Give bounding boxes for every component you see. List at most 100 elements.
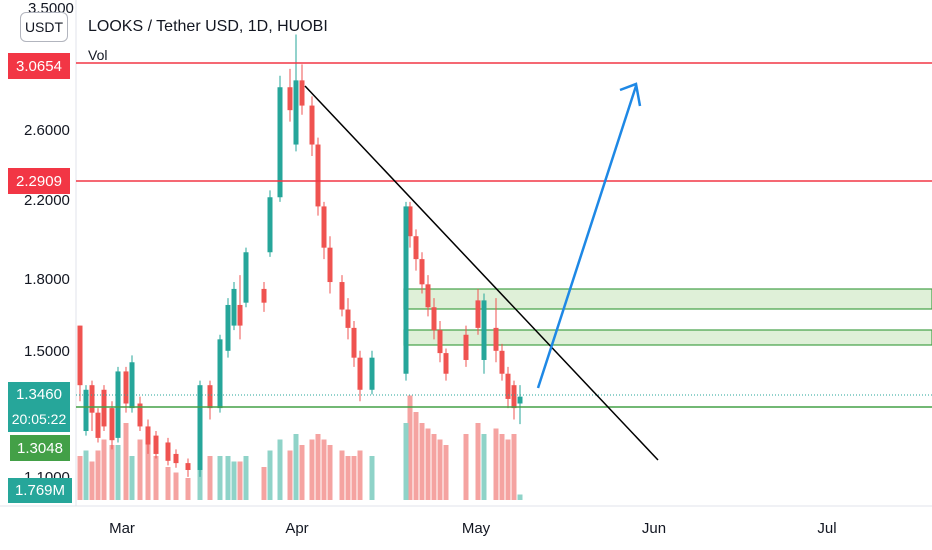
down-volume-bar xyxy=(407,395,413,500)
down-volume-bar xyxy=(315,434,321,500)
down-candle[interactable] xyxy=(425,284,431,308)
down-candle[interactable] xyxy=(153,435,159,454)
price-tick: 1.5000 xyxy=(24,343,70,360)
down-candle[interactable] xyxy=(345,309,351,328)
down-volume-bar xyxy=(89,461,95,500)
down-candle[interactable] xyxy=(419,259,425,285)
up-candle[interactable] xyxy=(231,288,237,326)
down-volume-bar xyxy=(145,445,151,500)
up-candle[interactable] xyxy=(83,389,89,432)
down-candle[interactable] xyxy=(137,403,143,427)
down-candle[interactable] xyxy=(95,412,101,438)
down-candle[interactable] xyxy=(145,426,151,445)
down-volume-bar xyxy=(431,434,437,500)
price-tick: 2.6000 xyxy=(24,122,70,139)
time-label: Jun xyxy=(642,520,666,537)
down-candle[interactable] xyxy=(475,300,481,328)
candlesticks xyxy=(77,34,523,477)
up-volume-bar xyxy=(225,456,231,500)
up-volume-bar xyxy=(517,494,523,500)
down-volume-bar xyxy=(261,467,267,500)
down-candle[interactable] xyxy=(431,307,437,331)
down-candle[interactable] xyxy=(309,105,315,145)
down-candle[interactable] xyxy=(351,327,357,358)
price-tag-volume: 1.769M xyxy=(8,478,72,503)
up-candle[interactable] xyxy=(481,300,487,360)
up-candle[interactable] xyxy=(517,396,523,404)
down-candle[interactable] xyxy=(101,389,107,427)
down-candle[interactable] xyxy=(499,350,505,374)
time-label: Mar xyxy=(109,520,135,537)
down-candle[interactable] xyxy=(261,288,267,303)
up-volume-bar xyxy=(403,423,409,500)
down-volume-bar xyxy=(287,450,293,500)
up-candle[interactable] xyxy=(217,339,223,409)
down-volume-bar xyxy=(185,478,191,500)
down-candle[interactable] xyxy=(315,144,321,207)
down-candle[interactable] xyxy=(109,408,115,441)
down-candle[interactable] xyxy=(321,206,327,248)
up-candle[interactable] xyxy=(197,385,203,470)
down-candle[interactable] xyxy=(299,80,305,106)
up-candle[interactable] xyxy=(225,304,231,351)
down-volume-bar xyxy=(425,428,431,500)
down-candle[interactable] xyxy=(237,304,243,326)
down-candle[interactable] xyxy=(287,87,293,111)
price-tag-last: 1.3460 xyxy=(8,382,70,406)
down-candle[interactable] xyxy=(173,453,179,464)
down-candle[interactable] xyxy=(505,373,511,399)
down-volume-bar xyxy=(173,472,179,500)
currency-button[interactable]: USDT xyxy=(20,12,68,42)
down-candle[interactable] xyxy=(339,282,345,310)
down-candle[interactable] xyxy=(357,357,363,390)
down-candle[interactable] xyxy=(437,330,443,354)
up-volume-bar xyxy=(243,456,249,500)
down-candle[interactable] xyxy=(413,236,419,260)
down-candle[interactable] xyxy=(185,463,191,470)
down-volume-bar xyxy=(419,423,425,500)
down-volume-bar xyxy=(339,450,345,500)
down-candle[interactable] xyxy=(443,353,449,374)
down-volume-bar xyxy=(101,439,107,500)
arrow-head-icon xyxy=(619,82,642,107)
up-candle[interactable] xyxy=(277,87,283,198)
down-candle[interactable] xyxy=(511,385,517,409)
up-candle[interactable] xyxy=(267,197,273,253)
up-candle[interactable] xyxy=(403,206,409,374)
down-volume-bar xyxy=(351,456,357,500)
down-volume-bar xyxy=(95,450,101,500)
up-candle[interactable] xyxy=(243,252,249,303)
down-candle[interactable] xyxy=(493,327,499,351)
down-candle[interactable] xyxy=(207,385,213,409)
down-volume-bar xyxy=(463,434,469,500)
down-candle[interactable] xyxy=(89,385,95,413)
up-candle[interactable] xyxy=(129,362,135,409)
down-volume-bar xyxy=(413,412,419,500)
volume-indicator-label[interactable]: Vol xyxy=(88,47,108,63)
down-volume-bar xyxy=(77,456,83,500)
down-volume-bar xyxy=(443,445,449,500)
trendline[interactable] xyxy=(304,85,659,461)
up-volume-bar xyxy=(267,450,273,500)
projection-arrow[interactable] xyxy=(536,85,638,389)
down-volume-bar xyxy=(437,439,443,500)
up-candle[interactable] xyxy=(369,357,375,390)
down-candle[interactable] xyxy=(463,334,469,360)
down-volume-bar xyxy=(321,439,327,500)
down-candle[interactable] xyxy=(123,371,129,404)
down-candle[interactable] xyxy=(165,442,171,461)
up-candle[interactable] xyxy=(115,371,121,438)
up-candle[interactable] xyxy=(293,80,299,145)
down-volume-bar xyxy=(511,434,517,500)
down-volume-bar xyxy=(109,445,115,500)
down-volume-bar xyxy=(207,456,213,500)
chart-title: LOOKS / Tether USD, 1D, HUOBI xyxy=(88,18,328,35)
down-candle[interactable] xyxy=(327,247,333,283)
down-candle[interactable] xyxy=(77,325,83,386)
up-volume-bar xyxy=(217,456,223,500)
volume-bars xyxy=(77,395,523,500)
down-volume-bar xyxy=(165,467,171,500)
up-volume-bar xyxy=(197,467,203,500)
down-candle[interactable] xyxy=(407,206,413,237)
